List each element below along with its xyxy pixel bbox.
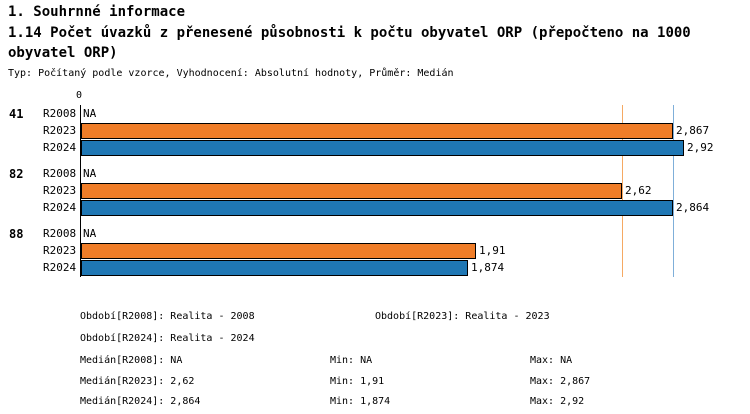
series-label: R2008 xyxy=(43,227,77,240)
chart-row: 88 R2008 NA xyxy=(9,225,742,242)
legend-max-r2024: Max: 2,92 xyxy=(530,396,585,407)
series-label: R2023 xyxy=(43,184,77,197)
bar-value-label: 2,867 xyxy=(676,124,710,137)
series-label: R2024 xyxy=(43,261,77,274)
na-value-label: NA xyxy=(83,107,97,120)
bar-value-label: 2,92 xyxy=(687,141,714,154)
bar-value-label: 2,62 xyxy=(625,184,652,197)
bar-r2024 xyxy=(81,139,684,156)
median-line-r2024 xyxy=(673,105,674,277)
chart-row: R2024 2,864 xyxy=(43,199,742,216)
series-label: R2024 xyxy=(43,141,77,154)
legend-max-r2023: Max: 2,867 xyxy=(530,376,591,387)
group-label: 41 xyxy=(9,106,24,121)
series-label: R2024 xyxy=(43,201,77,214)
chart-row: R2023 1,91 xyxy=(43,242,742,259)
chart-row: 41 R2008 NA xyxy=(9,105,742,122)
chart-meta-line: Typ: Počítaný podle vzorce, Vyhodnocení:… xyxy=(8,68,454,79)
series-label: R2008 xyxy=(43,167,77,180)
series-label: R2023 xyxy=(43,244,77,257)
bar-group-41: 41 R2008 NA R2023 2,867 R2024 2,92 xyxy=(9,105,742,156)
series-label: R2023 xyxy=(43,124,77,137)
bar-value-label: 1,91 xyxy=(479,244,506,257)
bar-r2024 xyxy=(81,259,468,276)
group-label: 82 xyxy=(9,166,24,181)
chart-title: 1.14 Počet úvazků z přenesené působnosti… xyxy=(8,25,691,61)
chart-row: 82 R2008 NA xyxy=(9,165,742,182)
bar-r2023 xyxy=(81,122,673,139)
bar-r2024 xyxy=(81,199,673,216)
median-line-r2023 xyxy=(622,105,623,277)
legend-min-r2008: Min: NA xyxy=(330,355,373,366)
group-label: 88 xyxy=(9,226,24,241)
bar-r2023 xyxy=(81,182,622,199)
legend-median-r2023: Medián[R2023]: 2,62 xyxy=(80,376,195,387)
legend-max-r2008: Max: NA xyxy=(530,355,573,366)
legend-median-r2008: Medián[R2008]: NA xyxy=(80,355,183,366)
bar-group-88: 88 R2008 NA R2023 1,91 R2024 1,874 xyxy=(9,225,742,276)
legend-min-r2024: Min: 1,874 xyxy=(330,396,391,407)
bar-group-82: 82 R2008 NA R2023 2,62 R2024 2,864 xyxy=(9,165,742,216)
chart-row: R2024 1,874 xyxy=(43,259,742,276)
legend-median-r2024: Medián[R2024]: 2,864 xyxy=(80,396,201,407)
legend-footer: Období[R2008]: Realita - 2008 Období[R20… xyxy=(0,303,750,414)
page-title: 1. Souhrnné informace xyxy=(8,4,186,20)
legend-min-r2023: Min: 1,91 xyxy=(330,376,385,387)
chart-row: R2023 2,867 xyxy=(43,122,742,139)
bar-value-label: 2,864 xyxy=(676,201,710,214)
na-value-label: NA xyxy=(83,227,97,240)
bar-chart: 41 R2008 NA R2023 2,867 R2024 2,92 82 R2… xyxy=(9,105,742,277)
axis-zero-label: 0 xyxy=(76,90,83,101)
bar-value-label: 1,874 xyxy=(471,261,505,274)
chart-row: R2023 2,62 xyxy=(43,182,742,199)
bar-r2023 xyxy=(81,242,476,259)
series-label: R2008 xyxy=(43,107,77,120)
legend-obdobi-r2023: Období[R2023]: Realita - 2023 xyxy=(375,311,550,322)
chart-row: R2024 2,92 xyxy=(43,139,742,156)
legend-obdobi-r2024: Období[R2024]: Realita - 2024 xyxy=(80,333,255,344)
na-value-label: NA xyxy=(83,167,97,180)
legend-obdobi-r2008: Období[R2008]: Realita - 2008 xyxy=(80,311,255,322)
